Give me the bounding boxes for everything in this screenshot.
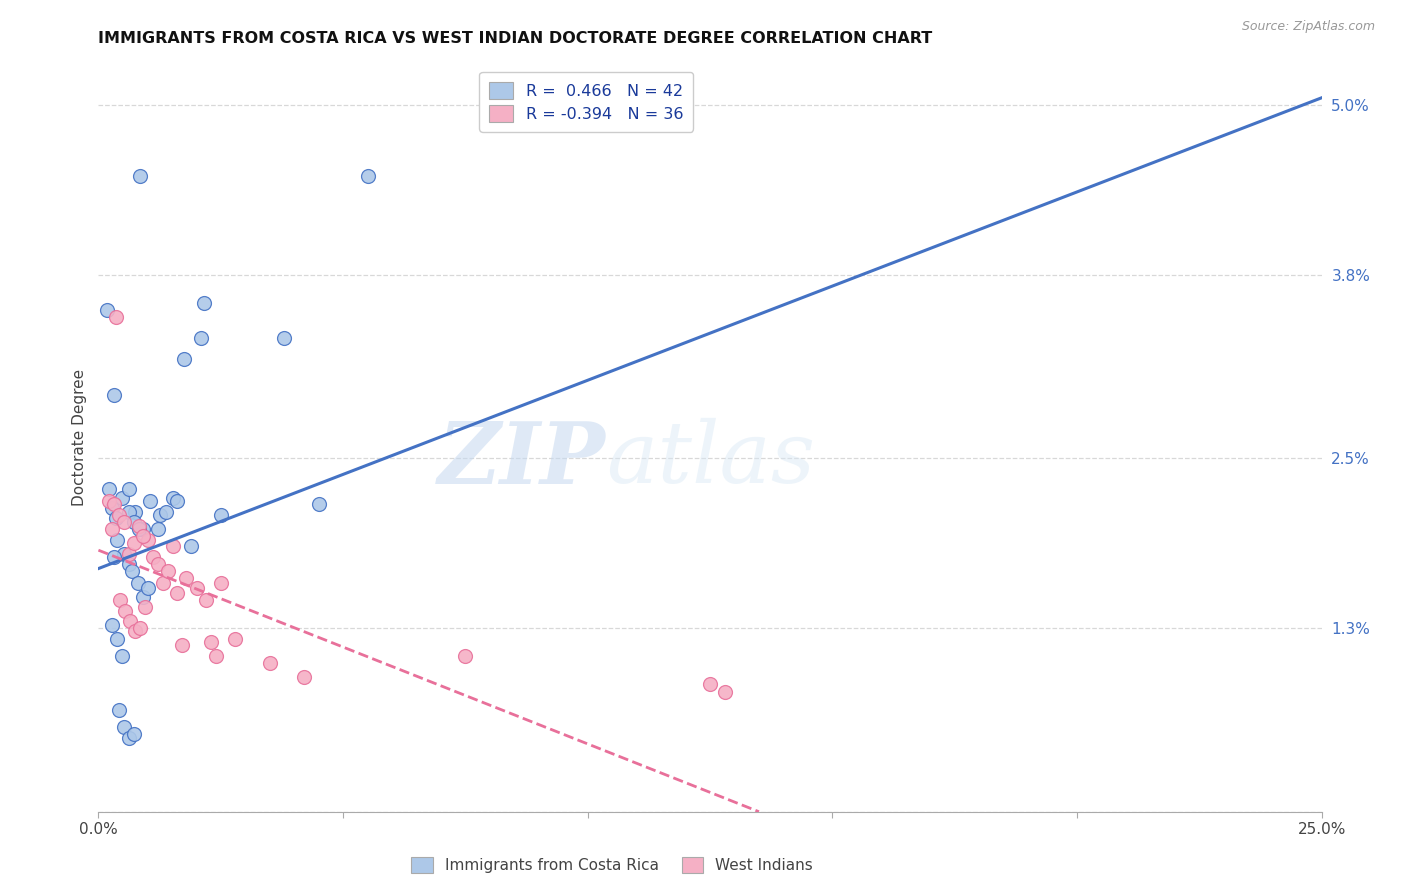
Point bbox=[122, 727, 145, 741]
Point bbox=[149, 508, 172, 522]
Point bbox=[129, 621, 152, 635]
Point bbox=[134, 599, 156, 614]
Point bbox=[120, 614, 142, 628]
Point bbox=[139, 493, 162, 508]
Point bbox=[699, 677, 721, 691]
Point bbox=[118, 505, 141, 519]
Point bbox=[108, 508, 131, 522]
Point bbox=[118, 558, 141, 572]
Point bbox=[105, 533, 128, 548]
Point bbox=[122, 515, 145, 529]
Point bbox=[128, 522, 150, 536]
Point bbox=[186, 582, 208, 596]
Point bbox=[292, 670, 315, 684]
Point bbox=[273, 331, 295, 345]
Point bbox=[454, 649, 477, 664]
Point bbox=[209, 508, 232, 522]
Point bbox=[224, 632, 246, 647]
Point bbox=[101, 500, 124, 515]
Point bbox=[122, 536, 145, 550]
Text: ZIP: ZIP bbox=[439, 417, 606, 501]
Point bbox=[124, 505, 146, 519]
Point bbox=[103, 550, 125, 565]
Text: IMMIGRANTS FROM COSTA RICA VS WEST INDIAN DOCTORATE DEGREE CORRELATION CHART: IMMIGRANTS FROM COSTA RICA VS WEST INDIA… bbox=[98, 31, 932, 46]
Point bbox=[132, 522, 155, 536]
Point bbox=[136, 582, 159, 596]
Point bbox=[96, 302, 118, 317]
Point bbox=[101, 618, 124, 632]
Point bbox=[162, 491, 184, 505]
Point bbox=[146, 558, 169, 572]
Point bbox=[132, 590, 155, 604]
Text: Source: ZipAtlas.com: Source: ZipAtlas.com bbox=[1241, 20, 1375, 33]
Point bbox=[111, 491, 134, 505]
Point bbox=[118, 548, 141, 562]
Point bbox=[112, 720, 135, 734]
Point bbox=[104, 510, 127, 524]
Point bbox=[129, 169, 152, 183]
Point bbox=[114, 604, 136, 618]
Legend: Immigrants from Costa Rica, West Indians: Immigrants from Costa Rica, West Indians bbox=[405, 851, 820, 879]
Point bbox=[356, 169, 378, 183]
Point bbox=[142, 550, 165, 565]
Point bbox=[170, 638, 193, 652]
Point bbox=[108, 703, 131, 717]
Point bbox=[209, 575, 232, 590]
Point bbox=[152, 575, 174, 590]
Point bbox=[127, 575, 149, 590]
Y-axis label: Doctorate Degree: Doctorate Degree bbox=[72, 368, 87, 506]
Point bbox=[103, 496, 125, 510]
Point bbox=[98, 493, 121, 508]
Point bbox=[162, 539, 184, 553]
Point bbox=[176, 571, 198, 585]
Point bbox=[713, 684, 735, 698]
Point bbox=[132, 529, 155, 543]
Point bbox=[124, 624, 146, 638]
Point bbox=[166, 493, 188, 508]
Point bbox=[118, 483, 141, 497]
Point bbox=[166, 585, 188, 599]
Point bbox=[205, 649, 228, 664]
Point bbox=[308, 496, 330, 510]
Point bbox=[105, 632, 128, 647]
Point bbox=[155, 505, 177, 519]
Point bbox=[180, 539, 202, 553]
Text: atlas: atlas bbox=[606, 418, 815, 501]
Point bbox=[136, 533, 159, 548]
Point bbox=[103, 387, 125, 401]
Point bbox=[128, 519, 150, 533]
Point bbox=[111, 649, 134, 664]
Point bbox=[200, 635, 222, 649]
Point bbox=[195, 592, 218, 607]
Point bbox=[98, 483, 121, 497]
Point bbox=[173, 352, 195, 367]
Point bbox=[118, 731, 141, 746]
Point bbox=[146, 522, 169, 536]
Point bbox=[101, 522, 124, 536]
Point bbox=[156, 565, 179, 579]
Point bbox=[104, 310, 127, 324]
Point bbox=[259, 657, 281, 671]
Point bbox=[121, 565, 143, 579]
Point bbox=[112, 515, 135, 529]
Point bbox=[112, 548, 135, 562]
Point bbox=[193, 295, 215, 310]
Point bbox=[190, 331, 212, 345]
Point bbox=[110, 592, 132, 607]
